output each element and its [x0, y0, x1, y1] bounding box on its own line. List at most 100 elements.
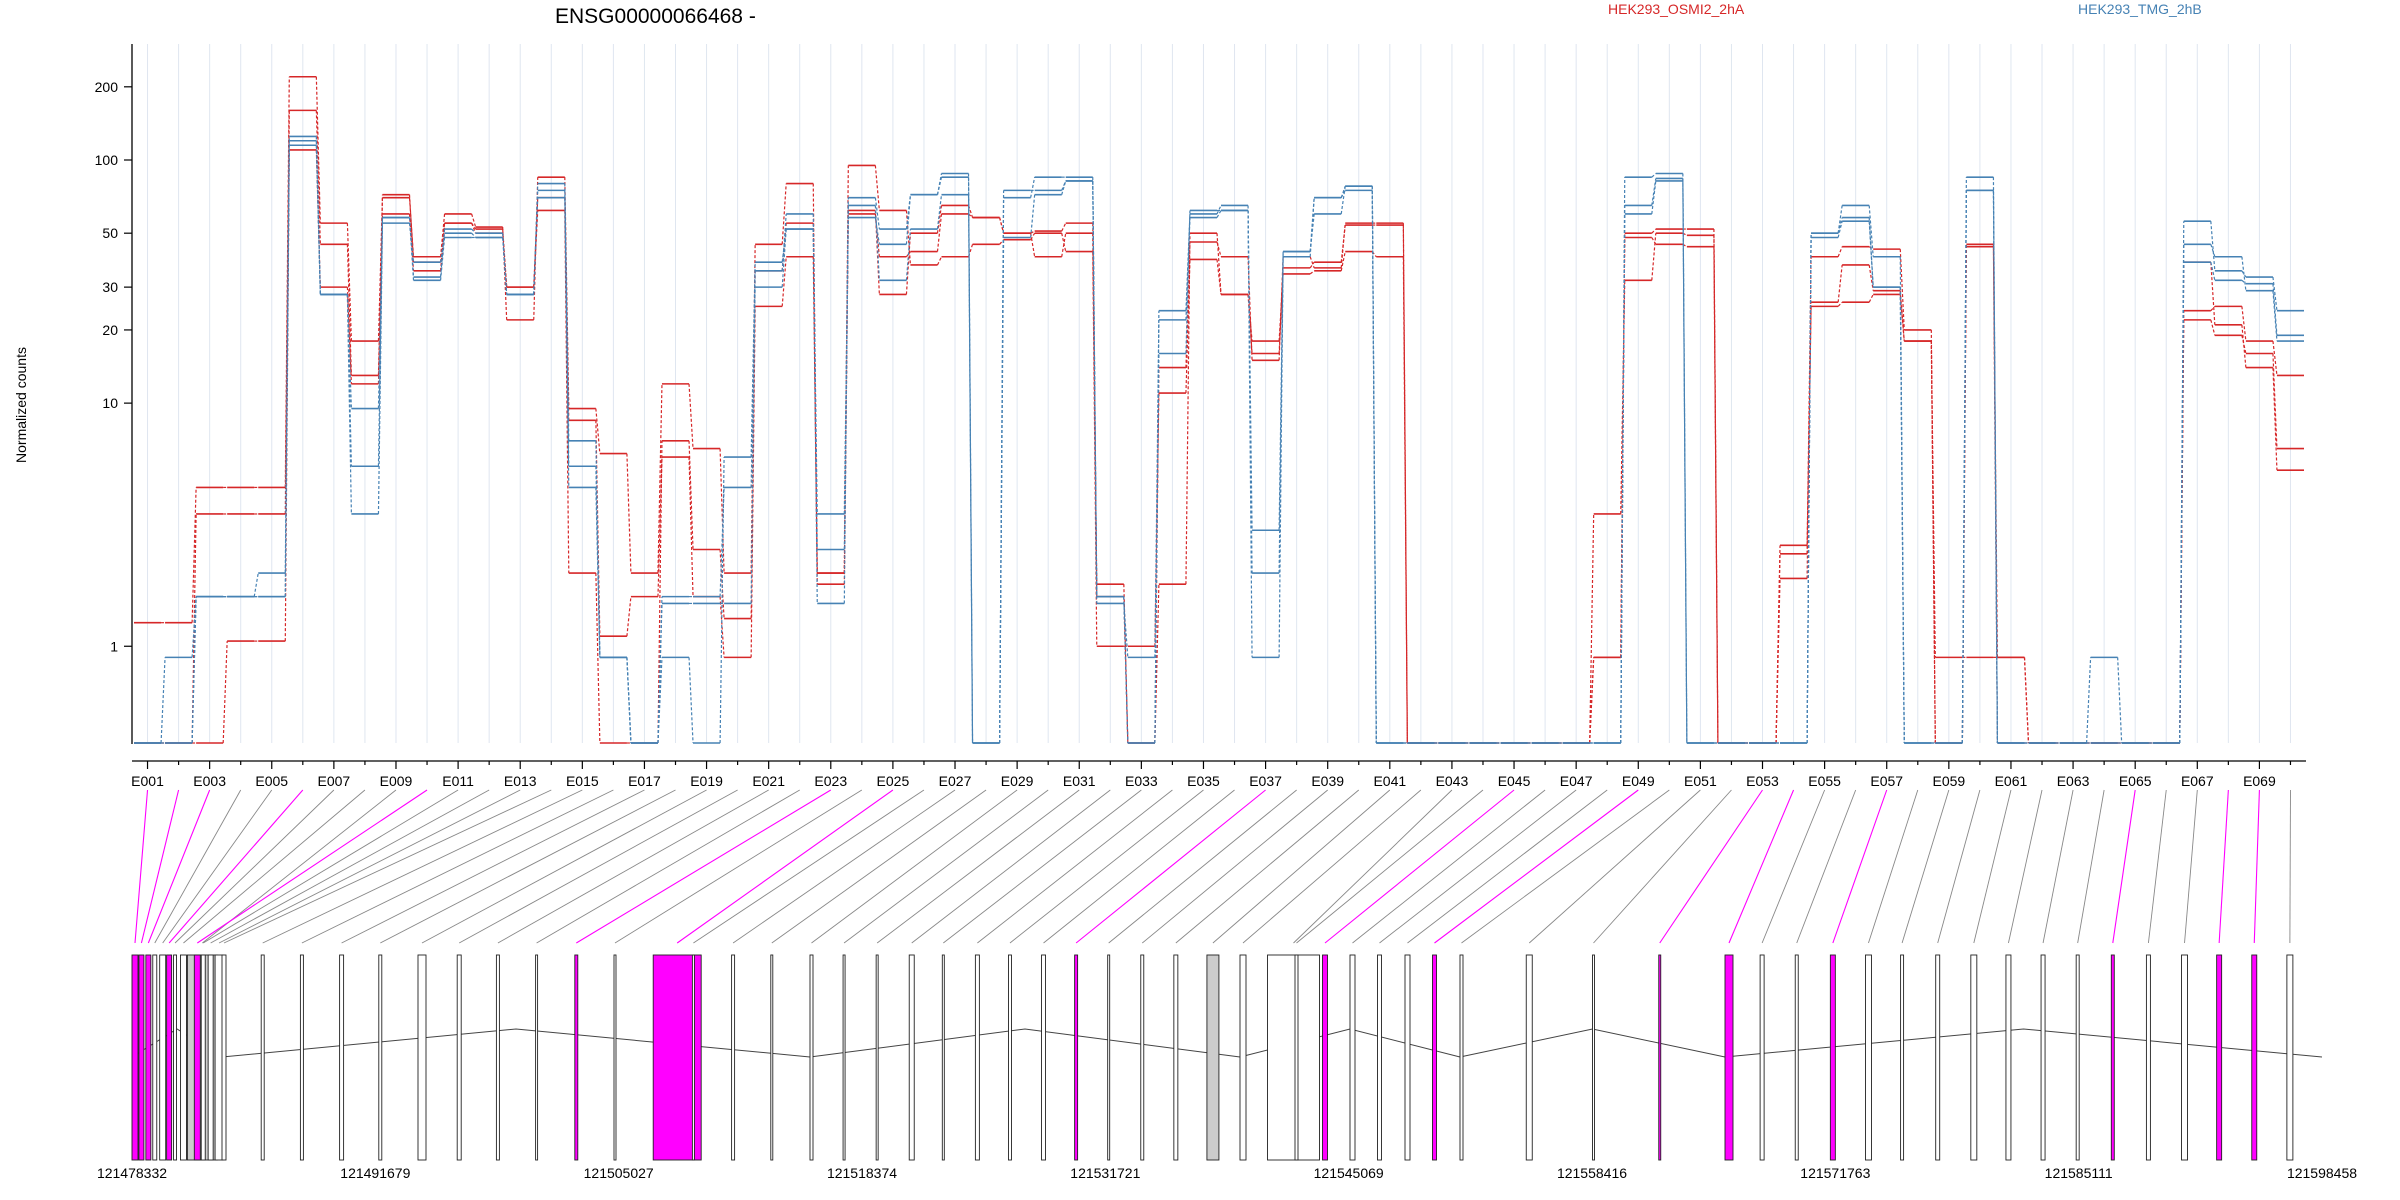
- exon-box: [1322, 954, 1328, 1161]
- x-tick-label: E043: [1436, 773, 1469, 789]
- series-connector: [2210, 262, 2216, 325]
- exon-connector: [1009, 789, 1204, 944]
- series-connector: [1030, 194, 1036, 238]
- exon-connector: [1075, 789, 1266, 944]
- genomic-tick-label: 121571763: [1800, 1165, 1870, 1181]
- series-connector: [781, 256, 787, 307]
- series-2: [134, 109, 2304, 744]
- series-connector: [657, 657, 663, 744]
- series-connector: [1651, 228, 1657, 234]
- series-connector: [843, 217, 849, 514]
- series-connector: [2210, 244, 2216, 257]
- legend-entry-osmi2: HEK293_OSMI2_2hA: [1608, 1, 1745, 17]
- exon-connector: [1296, 789, 1484, 944]
- series-connector: [688, 657, 694, 744]
- exon-connector: [1461, 789, 1670, 944]
- y-tick-label: 10: [102, 395, 118, 411]
- series-connector: [1868, 205, 1874, 257]
- axes: [131, 44, 2306, 762]
- series-connector: [657, 596, 663, 744]
- exon-box: [180, 954, 187, 1161]
- exon-box: [1865, 954, 1872, 1161]
- x-tick-label: E029: [1001, 773, 1034, 789]
- series-connector: [719, 457, 725, 744]
- x-tick-label: E049: [1622, 773, 1655, 789]
- series-connector: [1340, 251, 1346, 271]
- series-connector: [1806, 302, 1812, 579]
- series-connector: [874, 165, 880, 211]
- exon-box: [1377, 954, 1382, 1161]
- series-connector: [1589, 657, 1595, 744]
- exon-connector: [1352, 789, 1546, 944]
- exon-connector: [2184, 789, 2198, 944]
- series-connector: [1123, 603, 1129, 658]
- exon-connector: [421, 789, 707, 944]
- exon-box: [1829, 954, 1836, 1161]
- x-tick-label: E031: [1063, 773, 1096, 789]
- exon-connector: [943, 789, 1142, 944]
- series-connector: [626, 453, 632, 574]
- series-connector: [1899, 287, 1905, 744]
- series-connector: [2210, 262, 2216, 281]
- y-axis-label: Normalized counts: [13, 347, 29, 463]
- exon-box: [1294, 954, 1299, 1161]
- series-connector: [315, 110, 321, 245]
- series-connector: [284, 145, 290, 597]
- exon-connector: [174, 789, 335, 944]
- exon-connector: [1728, 789, 1795, 944]
- series-connector: [905, 194, 912, 245]
- series-connector: [1775, 545, 1781, 744]
- exon-connector: [1324, 789, 1515, 944]
- exon-box: [941, 954, 945, 1161]
- x-tick-label: E005: [255, 773, 288, 789]
- series-connector: [1402, 225, 1408, 744]
- exon-box: [1267, 954, 1320, 1161]
- exon-box: [1592, 954, 1595, 1161]
- exon-connector: [843, 789, 1049, 944]
- series-4: [134, 135, 2304, 744]
- exon-connector: [2042, 789, 2074, 944]
- series-connector: [439, 213, 446, 257]
- series-connector: [1651, 180, 1657, 215]
- exon-connector: [1407, 789, 1608, 944]
- series-connector: [781, 183, 787, 245]
- exon-connector: [2077, 789, 2105, 944]
- exon-connector: [1043, 789, 1235, 944]
- x-tick-label: E055: [1808, 773, 1841, 789]
- series-connector: [936, 194, 943, 230]
- series-connector: [1278, 251, 1284, 658]
- exon-connector: [134, 789, 149, 944]
- x-tick-label: E051: [1684, 773, 1717, 789]
- series-connector: [2272, 340, 2278, 376]
- series-connector: [533, 197, 539, 295]
- exon-box: [1525, 954, 1533, 1161]
- series-connector: [1030, 177, 1036, 198]
- exon-connector: [911, 789, 1111, 944]
- series-connector: [1247, 256, 1253, 361]
- x-tick-label: E041: [1373, 773, 1406, 789]
- exon-connector: [1108, 789, 1297, 944]
- series-connector: [626, 657, 632, 744]
- genomic-tick-label: 121598458: [2287, 1165, 2357, 1181]
- exon-box: [1074, 954, 1079, 1161]
- series-connector: [2023, 657, 2030, 744]
- series-connector: [1713, 229, 1719, 744]
- series-connector: [408, 217, 415, 281]
- exon-connector: [2112, 789, 2136, 944]
- series-connector: [1247, 210, 1253, 531]
- exon-box: [417, 954, 427, 1161]
- series-connector: [1806, 237, 1812, 744]
- series-3: [134, 149, 2304, 744]
- series-connector: [1589, 513, 1595, 744]
- series-connector: [191, 596, 197, 744]
- series-connector: [222, 641, 228, 744]
- exon-connector: [202, 789, 459, 944]
- x-tick-label: E037: [1249, 773, 1282, 789]
- exon-box: [1459, 954, 1464, 1161]
- exon-box: [1724, 954, 1734, 1161]
- x-tick-label: E013: [504, 773, 537, 789]
- exon-connector: [140, 789, 180, 944]
- exon-box: [260, 954, 265, 1161]
- series-connector: [2210, 305, 2216, 312]
- exon-box: [152, 954, 158, 1161]
